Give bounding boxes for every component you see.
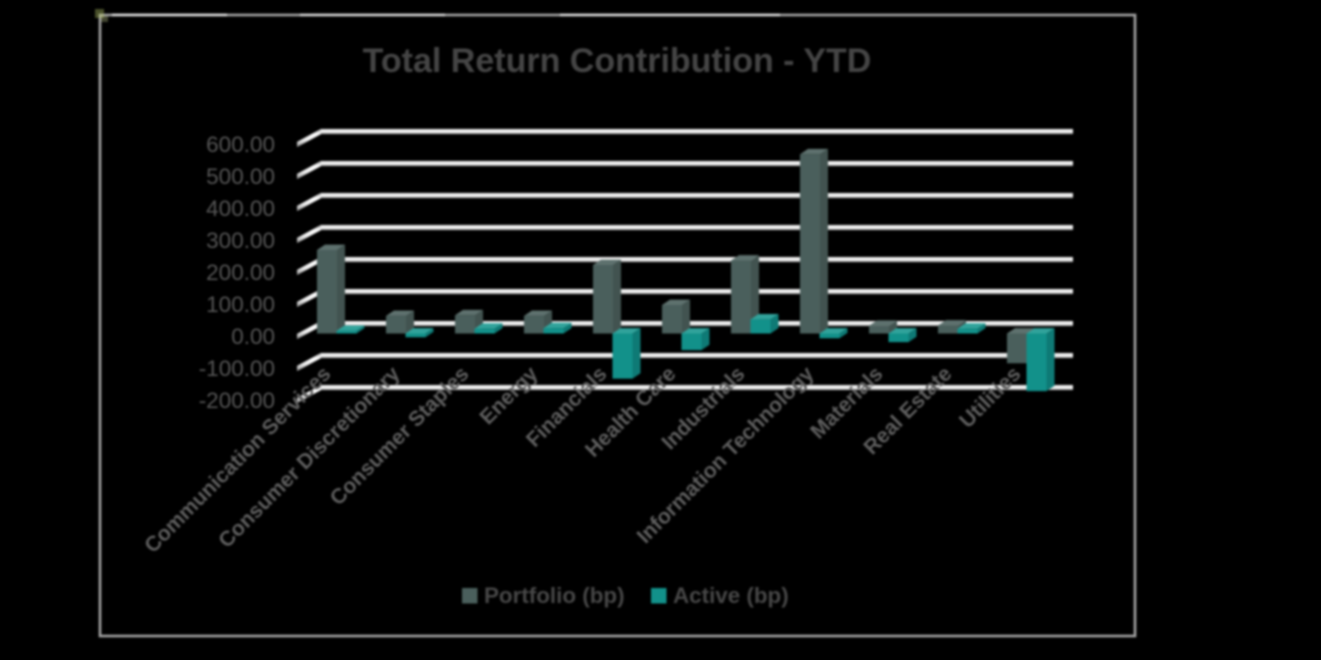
svg-text:Portfolio (bp): Portfolio (bp): [484, 583, 625, 608]
svg-text:-200.00: -200.00: [199, 388, 275, 413]
svg-text:600.00: 600.00: [206, 132, 275, 157]
svg-text:500.00: 500.00: [206, 164, 275, 189]
svg-text:100.00: 100.00: [206, 292, 275, 317]
svg-text:0.00: 0.00: [231, 324, 275, 349]
svg-text:400.00: 400.00: [206, 196, 275, 221]
svg-text:300.00: 300.00: [206, 228, 275, 253]
svg-text:Active (bp): Active (bp): [673, 583, 789, 608]
svg-text:-100.00: -100.00: [199, 356, 275, 381]
svg-text:200.00: 200.00: [206, 260, 275, 285]
svg-text:Total Return Contribution - YT: Total Return Contribution - YTD: [363, 42, 872, 80]
